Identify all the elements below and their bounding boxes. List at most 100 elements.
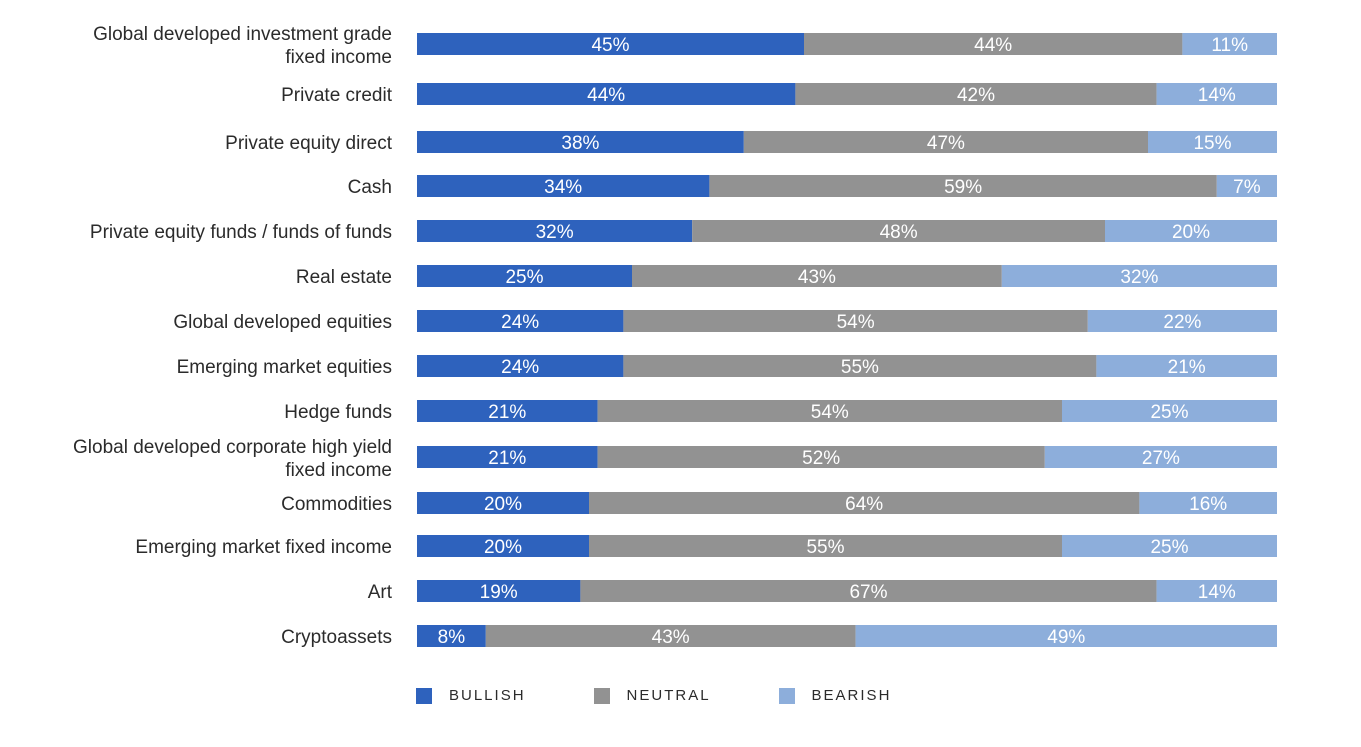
data-label-bullish: 34%	[544, 177, 582, 198]
category-label: Global developed corporate high yield fix…	[73, 437, 392, 481]
data-label-bullish: 38%	[561, 133, 599, 154]
bar-segment-bullish	[417, 175, 710, 197]
category-label-line: Commodities	[281, 494, 392, 515]
data-label-bullish: 24%	[501, 357, 539, 378]
data-label-bearish: 27%	[1142, 448, 1180, 469]
bar-segment-bullish	[417, 220, 693, 242]
data-label-bearish: 25%	[1150, 537, 1188, 558]
category-label: Cash	[348, 177, 392, 198]
bar-segment-bullish	[417, 33, 804, 55]
bar-segment-bearish	[1156, 580, 1277, 602]
data-label-bearish: 22%	[1163, 312, 1201, 333]
category-label-line: fixed income	[285, 460, 392, 481]
stacked-bar-chart: Global developed investment grade fixed i…	[73, 24, 1277, 648]
data-label-bearish: 20%	[1172, 222, 1210, 243]
data-label-bearish: 14%	[1198, 85, 1236, 106]
bar-segment-neutral	[485, 625, 856, 647]
legend: BULLISH NEUTRAL BEARISH	[416, 687, 959, 704]
data-label-neutral: 48%	[880, 222, 918, 243]
bar-segment-neutral	[597, 446, 1045, 468]
data-label-bullish: 8%	[438, 627, 466, 648]
data-label-bearish: 15%	[1193, 133, 1231, 154]
bar-segment-neutral	[743, 131, 1148, 153]
category-label-line: Cash	[348, 177, 392, 198]
bar-segment-bearish	[1216, 175, 1277, 197]
bar-segment-bullish	[417, 400, 598, 422]
bar-segment-neutral	[597, 400, 1062, 422]
data-label-bullish: 20%	[484, 494, 522, 515]
bar-segment-bearish	[1105, 220, 1277, 242]
bar-segment-bearish	[1062, 400, 1277, 422]
legend-swatch-bullish	[416, 687, 432, 704]
data-label-bearish: 21%	[1168, 357, 1206, 378]
data-label-neutral: 42%	[957, 85, 995, 106]
data-label-neutral: 64%	[845, 494, 883, 515]
legend-item-bullish: BULLISH	[416, 687, 526, 704]
category-label-line: fixed income	[285, 47, 392, 68]
data-label-bearish: 11%	[1211, 35, 1248, 56]
category-label-line: Global developed investment grade	[93, 24, 392, 45]
category-label: Emerging market fixed income	[135, 537, 392, 558]
data-label-neutral: 67%	[849, 582, 887, 603]
data-label-bullish: 32%	[536, 222, 574, 243]
data-label-bearish: 32%	[1120, 267, 1158, 288]
category-label: Hedge funds	[284, 402, 392, 423]
bar-segment-neutral	[804, 33, 1183, 55]
bars: 45% 44% 11% 44% 42% 14% 38% 47% 15% 34% 59% 7% 32% 48…	[417, 33, 1277, 648]
bar-segment-bullish	[417, 131, 744, 153]
legend-swatch-neutral	[593, 687, 610, 704]
category-label: Art	[368, 582, 393, 603]
legend-item-neutral: NEUTRAL	[593, 687, 711, 704]
legend-swatch-bearish	[778, 687, 795, 704]
bar-segment-bullish	[417, 580, 581, 602]
data-label-neutral: 55%	[841, 357, 879, 378]
bar-segment-bearish	[1001, 265, 1277, 287]
bar-segment-bearish	[1156, 83, 1277, 105]
bar-segment-bearish	[1148, 131, 1277, 153]
category-label: Global developed investment grade fixed i…	[93, 24, 392, 68]
bar-segment-bullish	[417, 625, 486, 647]
category-label: Real estate	[296, 267, 392, 288]
bar-segment-bullish	[417, 310, 624, 332]
bar-segment-neutral	[589, 492, 1140, 514]
category-label-line: Emerging market equities	[177, 357, 392, 378]
data-label-bullish: 21%	[488, 402, 526, 423]
bar-segment-bearish	[1062, 535, 1277, 557]
category-label: Emerging market equities	[177, 357, 392, 378]
data-label-bearish: 14%	[1198, 582, 1236, 603]
category-label-line: Private equity funds / funds of funds	[90, 222, 392, 243]
data-label-bearish: 49%	[1047, 627, 1085, 648]
bar-segment-neutral	[589, 535, 1062, 557]
data-label-bearish: 25%	[1150, 402, 1188, 423]
bar-segment-neutral	[623, 310, 1088, 332]
legend-label-bullish: BULLISH	[449, 687, 526, 704]
category-label-line: Real estate	[296, 267, 392, 288]
bar-segment-bullish	[417, 492, 589, 514]
data-label-neutral: 55%	[806, 537, 844, 558]
category-label-line: Art	[368, 582, 393, 603]
data-label-bullish: 25%	[505, 267, 543, 288]
bar-segment-bearish	[1087, 310, 1277, 332]
data-label-bearish: 16%	[1189, 494, 1227, 515]
data-label-neutral: 59%	[944, 177, 982, 198]
category-label-line: Hedge funds	[284, 402, 392, 423]
bar-segment-bullish	[417, 265, 632, 287]
bar-segment-bearish	[1182, 33, 1277, 55]
data-label-neutral: 43%	[798, 267, 836, 288]
bar-segment-neutral	[623, 355, 1097, 377]
category-label: Private credit	[281, 85, 393, 106]
data-label-neutral: 52%	[802, 448, 840, 469]
legend-label-bearish: BEARISH	[811, 687, 892, 704]
category-label-line: Private credit	[281, 85, 393, 106]
data-label-bullish: 24%	[501, 312, 539, 333]
bar-segment-bearish	[855, 625, 1277, 647]
category-label: Private equity funds / funds of funds	[90, 222, 392, 243]
legend-label-neutral: NEUTRAL	[626, 687, 711, 704]
bar-segment-bearish	[1096, 355, 1277, 377]
bar-segment-bearish	[1044, 446, 1277, 468]
bar-segment-neutral	[692, 220, 1105, 242]
category-label: Global developed equities	[173, 312, 392, 333]
category-labels: Global developed investment grade fixed i…	[73, 24, 393, 648]
bar-segment-bullish	[417, 446, 598, 468]
category-label-line: Emerging market fixed income	[135, 537, 392, 558]
